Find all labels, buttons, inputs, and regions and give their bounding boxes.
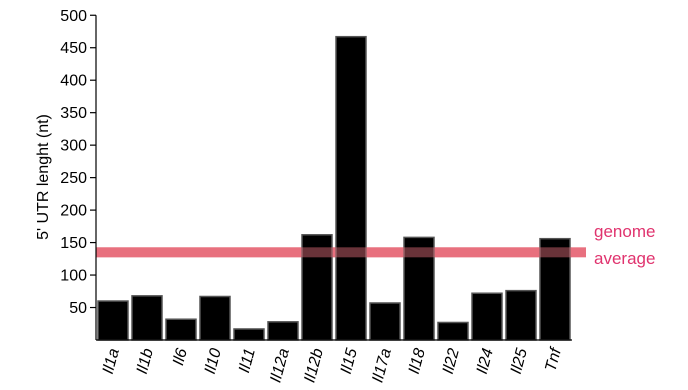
y-axis-title: 5' UTR lenght (nt): [35, 114, 52, 240]
bar: [233, 328, 265, 341]
x-tick-label: Il25: [508, 347, 531, 376]
x-tick-label: Il1a: [100, 347, 123, 376]
y-tick-label: 400: [60, 73, 87, 90]
bar: [165, 318, 197, 341]
reference-line-overlay: [96, 247, 572, 258]
bar: [505, 289, 537, 341]
x-tick-label: Il12a: [267, 347, 292, 385]
y-tick-label: 350: [60, 105, 87, 122]
x-tick-label: Tnf: [542, 345, 565, 373]
bar: [131, 295, 163, 341]
y-tick-label: 200: [60, 203, 87, 220]
reference-line-label: genome: [594, 222, 655, 241]
bar: [267, 321, 299, 341]
y-tick-label: 450: [60, 40, 87, 57]
x-tick-label: Il22: [440, 347, 463, 376]
y-tick-label: 300: [60, 138, 87, 155]
bar: [403, 236, 435, 341]
y-tick-label: 50: [69, 300, 87, 317]
x-tick-label: Il1b: [134, 347, 157, 376]
bar: [199, 295, 231, 341]
bar: [97, 300, 129, 341]
x-tick-label: Il17a: [369, 347, 394, 385]
x-tick-label: Il6: [170, 347, 191, 368]
reference-line-label: average: [594, 249, 655, 268]
y-tick-label: 250: [60, 170, 87, 187]
x-tick-label: Il18: [406, 347, 429, 376]
x-tick-label: Il15: [338, 347, 361, 376]
bar: [437, 321, 469, 341]
bar: [369, 302, 401, 341]
x-tick-label: Il11: [236, 347, 259, 375]
x-tick-label: Il10: [202, 347, 225, 376]
y-tick-label: 100: [60, 268, 87, 285]
y-tick-label: 150: [60, 235, 87, 252]
y-tick-label: 500: [60, 8, 87, 25]
x-tick-label: Il12b: [301, 347, 326, 385]
bar: [335, 35, 367, 341]
x-tick-label: Il24: [474, 347, 497, 376]
bar: [539, 237, 571, 341]
bar: [471, 292, 503, 341]
